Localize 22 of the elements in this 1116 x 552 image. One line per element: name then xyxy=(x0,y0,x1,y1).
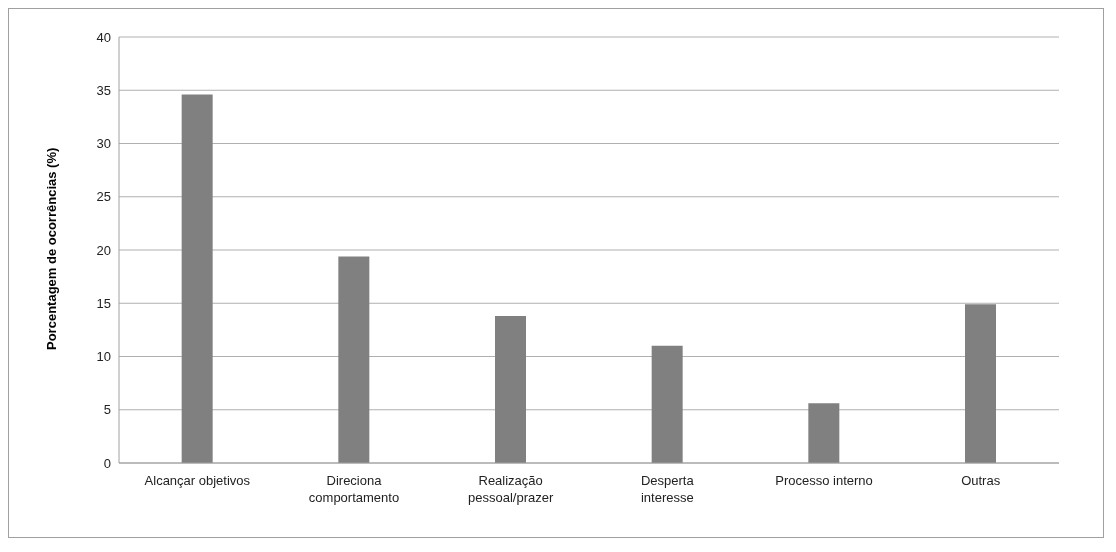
y-tick-label: 20 xyxy=(96,242,111,258)
y-tick-label: 25 xyxy=(96,189,111,205)
y-tick-label: 30 xyxy=(96,136,111,152)
bar xyxy=(495,316,526,463)
bar xyxy=(965,304,996,463)
x-tick-label: Realização pessoal/prazer xyxy=(468,473,554,505)
y-tick-label: 5 xyxy=(103,402,111,418)
bar xyxy=(181,94,213,463)
x-tick-label: Alcançar objetivos xyxy=(144,473,251,488)
y-tick-label: 0 xyxy=(103,455,111,471)
x-tick-label: Desperta interesse xyxy=(640,473,695,505)
y-tick-label: 10 xyxy=(96,349,111,365)
bar xyxy=(651,345,683,463)
x-tick-label: Outras xyxy=(961,473,1001,488)
y-tick-label: 15 xyxy=(96,295,111,311)
bar xyxy=(808,403,840,463)
x-tick-label: Direciona comportamento xyxy=(308,473,400,505)
y-tick-label: 40 xyxy=(96,29,111,45)
x-tick-label: Processo interno xyxy=(775,473,873,488)
y-axis-title: Porcentagem de ocorrências (%) xyxy=(43,147,59,350)
y-tick-label: 35 xyxy=(96,82,111,98)
bar xyxy=(338,256,370,463)
